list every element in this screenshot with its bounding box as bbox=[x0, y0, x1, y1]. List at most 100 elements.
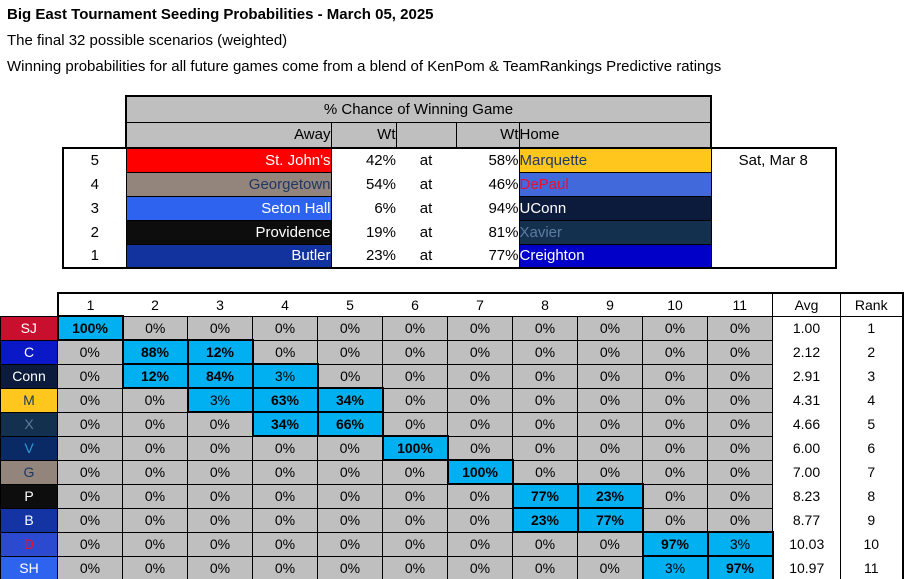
at-label-cell: at bbox=[419, 175, 433, 193]
average-seed-cell: 1.00 bbox=[772, 316, 841, 340]
home-win-probability-cell: 77% bbox=[456, 244, 519, 269]
seed-number-cell: 1 bbox=[62, 244, 126, 269]
away-win-probability-cell: 42% bbox=[331, 147, 396, 172]
probability-cell: 0% bbox=[577, 435, 643, 461]
matrix-seed-header: 2 bbox=[122, 292, 188, 316]
probability-cell: 0% bbox=[447, 339, 513, 365]
rank-cell: 6 bbox=[840, 436, 904, 460]
probability-cell: 0% bbox=[382, 387, 448, 413]
probability-cell: 0% bbox=[512, 459, 578, 485]
probability-cell: 0% bbox=[187, 459, 253, 485]
probability-cell: 97% bbox=[641, 531, 709, 557]
probability-cell: 0% bbox=[187, 507, 253, 533]
at-label-cell: at bbox=[419, 223, 433, 241]
probability-cell: 0% bbox=[447, 507, 513, 533]
rank-cell: 11 bbox=[840, 556, 904, 579]
matrix-seed-header: 7 bbox=[447, 292, 513, 316]
matrix-seed-header: 8 bbox=[512, 292, 578, 316]
probability-cell: 0% bbox=[642, 507, 708, 533]
probability-cell: 0% bbox=[577, 315, 643, 341]
matrix-team-row: C 0% 88% 12% 0% 0% 0% 0% 0% 0% 0% 0% 2.12 2 bbox=[0, 339, 904, 365]
probability-cell: 0% bbox=[187, 555, 253, 579]
probability-cell: 0% bbox=[122, 435, 188, 461]
team-abbreviation-cell: B bbox=[0, 507, 58, 533]
away-team-cell: Seton Hall bbox=[125, 195, 332, 221]
probability-cell: 0% bbox=[122, 387, 188, 413]
probability-cell: 0% bbox=[707, 459, 773, 485]
probability-cell: 0% bbox=[57, 363, 123, 389]
probability-cell: 0% bbox=[252, 315, 318, 341]
probability-cell: 0% bbox=[447, 435, 513, 461]
probability-cell: 23% bbox=[511, 507, 579, 533]
games-table-title: % Chance of Winning Game bbox=[125, 95, 712, 123]
seeding-probability-matrix: 1 2 3 4 5 6 7 8 9 10 11 Avg Rank SJ 100% 0% 0% 0% 0% 0% 0% 0… bbox=[0, 292, 904, 579]
probability-cell: 0% bbox=[447, 555, 513, 579]
matrix-corner-spacer bbox=[1, 293, 58, 316]
matrix-seed-header: 1 bbox=[56, 292, 123, 316]
matrix-rank-header: Rank bbox=[840, 292, 904, 317]
rank-cell: 7 bbox=[840, 460, 904, 484]
average-seed-cell: 8.77 bbox=[772, 508, 841, 532]
average-seed-cell: 8.23 bbox=[772, 484, 841, 508]
probability-cell: 0% bbox=[57, 435, 123, 461]
probability-cell: 77% bbox=[576, 507, 644, 533]
probability-cell: 0% bbox=[57, 339, 123, 365]
column-header-away: Away bbox=[125, 121, 332, 149]
average-seed-cell: 4.66 bbox=[772, 412, 841, 436]
probability-cell: 0% bbox=[317, 435, 383, 461]
game-date-cell bbox=[711, 244, 837, 269]
rank-cell: 1 bbox=[840, 316, 904, 340]
home-team-cell: Creighton bbox=[518, 243, 712, 269]
matrix-seed-header: 3 bbox=[187, 292, 253, 316]
away-team-cell: Providence bbox=[125, 219, 332, 245]
probability-cell: 34% bbox=[316, 387, 384, 413]
matrix-team-row: M 0% 0% 3% 63% 34% 0% 0% 0% 0% 0% 0% 4.31 4 bbox=[0, 387, 904, 413]
game-row: 4 Georgetown 54% at 46% DePaul bbox=[62, 171, 837, 197]
game-row: 1 Butler 23% at 77% Creighton bbox=[62, 243, 837, 269]
home-team-cell: DePaul bbox=[518, 171, 712, 197]
probability-cell: 0% bbox=[382, 315, 448, 341]
probability-cell: 3% bbox=[251, 363, 319, 389]
home-team-cell: Xavier bbox=[518, 219, 712, 245]
matrix-seed-header: 9 bbox=[577, 292, 643, 316]
rank-cell: 9 bbox=[840, 508, 904, 532]
probability-cell: 0% bbox=[317, 363, 383, 389]
seed-number-cell: 5 bbox=[62, 147, 126, 172]
probability-cell: 0% bbox=[122, 531, 188, 557]
probability-cell: 0% bbox=[382, 411, 448, 437]
probability-cell: 0% bbox=[57, 507, 123, 533]
probability-cell: 0% bbox=[577, 555, 643, 579]
game-row: 3 Seton Hall 6% at 94% UConn bbox=[62, 195, 837, 221]
average-seed-cell: 2.91 bbox=[772, 364, 841, 388]
probability-cell: 63% bbox=[251, 387, 319, 413]
probability-cell: 0% bbox=[382, 483, 448, 509]
probability-cell: 0% bbox=[57, 555, 123, 579]
game-date-cell bbox=[711, 172, 837, 196]
probability-cell: 100% bbox=[381, 435, 449, 461]
probability-cell: 100% bbox=[56, 315, 124, 341]
probability-cell: 0% bbox=[317, 507, 383, 533]
probability-cell: 0% bbox=[512, 411, 578, 437]
probability-cell: 0% bbox=[512, 435, 578, 461]
column-header-home: Home bbox=[518, 121, 712, 149]
probability-cell: 0% bbox=[707, 435, 773, 461]
games-header-spacer bbox=[63, 122, 126, 148]
game-date-cell bbox=[711, 220, 837, 244]
probability-cell: 0% bbox=[317, 483, 383, 509]
probability-cell: 0% bbox=[122, 411, 188, 437]
probability-cell: 97% bbox=[706, 555, 774, 579]
probability-cell: 0% bbox=[122, 555, 188, 579]
probability-cell: 0% bbox=[447, 411, 513, 437]
probability-cell: 0% bbox=[642, 363, 708, 389]
matrix-seed-header: 11 bbox=[707, 292, 773, 316]
probability-cell: 3% bbox=[706, 531, 774, 557]
games-header-blank bbox=[395, 121, 457, 149]
probability-cell: 0% bbox=[447, 363, 513, 389]
probability-cell: 0% bbox=[642, 435, 708, 461]
probability-cell: 0% bbox=[707, 363, 773, 389]
probability-cell: 88% bbox=[121, 339, 189, 365]
probability-cell: 0% bbox=[447, 531, 513, 557]
probability-cell: 0% bbox=[317, 339, 383, 365]
matrix-team-row: V 0% 0% 0% 0% 0% 100% 0% 0% 0% 0% 0% 6.00 6 bbox=[0, 435, 904, 461]
